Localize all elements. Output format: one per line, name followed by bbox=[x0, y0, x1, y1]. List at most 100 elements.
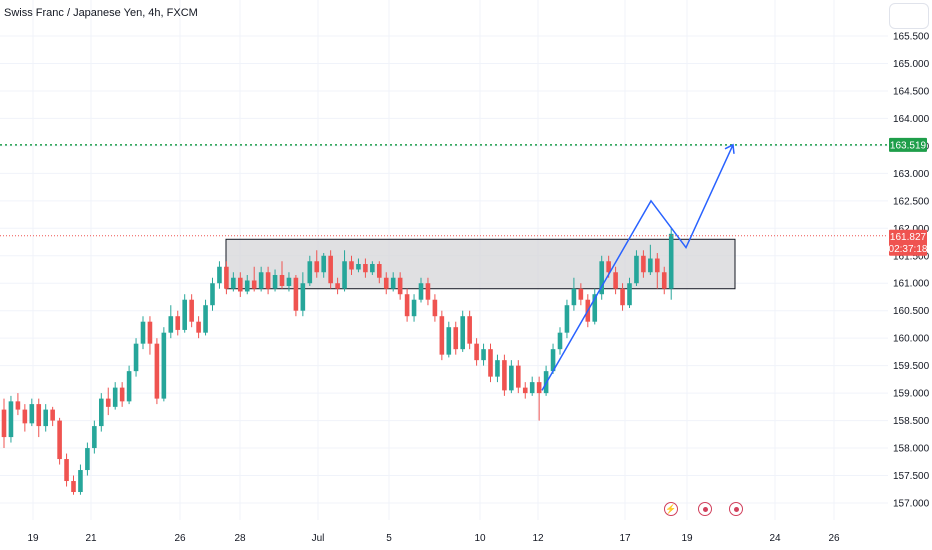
time-tick-label: 19 bbox=[27, 533, 39, 544]
price-tick-label: 165.500 bbox=[893, 32, 930, 43]
candle-body bbox=[133, 343, 139, 372]
candle-body bbox=[641, 255, 646, 273]
candle-body bbox=[599, 261, 604, 295]
target-price-label: 163.519 bbox=[890, 140, 927, 151]
candle-body bbox=[536, 382, 542, 394]
candle-body bbox=[467, 316, 472, 344]
candle-body bbox=[92, 426, 97, 449]
price-tick-label: 160.000 bbox=[893, 334, 930, 345]
time-axis[interactable]: 19 21 26 28 Jul 5 10 12 17 19 24 26 bbox=[27, 533, 840, 544]
candle-body bbox=[557, 332, 563, 350]
lightning-icon[interactable]: ⚡ bbox=[664, 502, 678, 516]
time-tick-label: 26 bbox=[828, 533, 840, 544]
price-tick-label: 164.000 bbox=[893, 114, 930, 125]
candle-body bbox=[8, 401, 14, 438]
candle-body bbox=[189, 299, 194, 322]
candle-body bbox=[36, 404, 42, 427]
candle-body bbox=[522, 387, 528, 394]
time-tick-label: Jul bbox=[312, 533, 325, 544]
price-tick-label: 158.500 bbox=[893, 416, 930, 427]
time-tick-label: 17 bbox=[619, 533, 631, 544]
candle-body bbox=[321, 255, 326, 273]
time-tick-label: 5 bbox=[386, 533, 392, 544]
current-price-label: 161.827 bbox=[890, 232, 927, 243]
candle-body bbox=[439, 316, 445, 355]
candle-body bbox=[481, 349, 486, 361]
candle-body bbox=[509, 365, 514, 391]
target-dot-icon[interactable] bbox=[729, 502, 743, 516]
candle-body bbox=[446, 327, 452, 355]
candle-body bbox=[22, 409, 28, 424]
candle-body bbox=[397, 277, 403, 295]
candle-body bbox=[293, 277, 299, 311]
candle-body bbox=[627, 283, 632, 306]
candle-body bbox=[286, 277, 292, 286]
candle-body bbox=[592, 294, 598, 322]
price-tick-label: 161.500 bbox=[893, 251, 930, 262]
candle-body bbox=[1, 409, 7, 438]
projection-arrowhead bbox=[724, 143, 735, 154]
candle-body bbox=[356, 264, 361, 270]
target-price-tag bbox=[889, 137, 927, 152]
candle-body bbox=[411, 299, 417, 317]
price-axis[interactable]: 157.000 157.500 158.000 158.500 159.000 159.5… bbox=[893, 32, 930, 510]
candle-body bbox=[613, 272, 618, 289]
target-dot-icon[interactable] bbox=[698, 502, 712, 516]
candle-body bbox=[606, 261, 611, 273]
candle-body bbox=[349, 261, 354, 270]
time-tick-label: 10 bbox=[474, 533, 486, 544]
candle-body bbox=[342, 261, 347, 289]
price-tick-label: 157.000 bbox=[893, 499, 930, 510]
candle-body bbox=[432, 299, 438, 317]
candle-body bbox=[648, 258, 653, 273]
candle-body bbox=[203, 305, 208, 333]
price-tick-label: 159.500 bbox=[893, 361, 930, 372]
candle-body bbox=[460, 316, 465, 350]
candle-body bbox=[655, 258, 660, 273]
candle-body bbox=[258, 272, 264, 289]
candle-body bbox=[529, 382, 535, 394]
projection-path[interactable] bbox=[541, 143, 735, 391]
candle-body bbox=[516, 365, 521, 388]
candle-body bbox=[15, 401, 21, 410]
candle-body bbox=[244, 280, 250, 292]
candle-body bbox=[224, 266, 229, 289]
candle-body bbox=[620, 288, 625, 306]
candle-body bbox=[29, 404, 35, 424]
candle-body bbox=[64, 459, 69, 482]
current-price-tag bbox=[889, 229, 927, 256]
candles-series bbox=[1, 228, 674, 495]
price-tick-label: 158.000 bbox=[893, 444, 930, 455]
candle-body bbox=[564, 305, 570, 333]
price-tick-label: 165.000 bbox=[893, 59, 930, 70]
candle-body bbox=[474, 343, 479, 361]
candle-body bbox=[85, 448, 90, 471]
candle-body bbox=[78, 470, 83, 493]
candle-body bbox=[578, 288, 584, 300]
chart-settings-button[interactable] bbox=[889, 3, 929, 29]
candle-body bbox=[300, 283, 306, 311]
candle-body bbox=[154, 343, 160, 399]
candle-body bbox=[217, 266, 222, 284]
time-tick-label: 12 bbox=[532, 533, 544, 544]
candle-body bbox=[119, 387, 125, 402]
candle-body bbox=[328, 255, 333, 284]
candle-body bbox=[370, 264, 375, 273]
candle-body bbox=[105, 398, 111, 407]
candle-body bbox=[668, 233, 674, 289]
price-tick-label: 161.000 bbox=[893, 279, 930, 290]
candle-body bbox=[43, 409, 48, 427]
candle-body bbox=[418, 283, 424, 300]
candle-body bbox=[50, 409, 55, 421]
candle-body bbox=[272, 274, 278, 289]
candle-body bbox=[71, 481, 76, 493]
candle-body bbox=[231, 277, 236, 289]
price-tick-label: 162.500 bbox=[893, 196, 930, 207]
time-tick-label: 19 bbox=[681, 533, 693, 544]
candle-body bbox=[210, 283, 215, 306]
candle-body bbox=[161, 332, 167, 399]
price-tick-label: 159.000 bbox=[893, 389, 930, 400]
time-tick-label: 21 bbox=[85, 533, 97, 544]
candle-body bbox=[661, 272, 667, 289]
